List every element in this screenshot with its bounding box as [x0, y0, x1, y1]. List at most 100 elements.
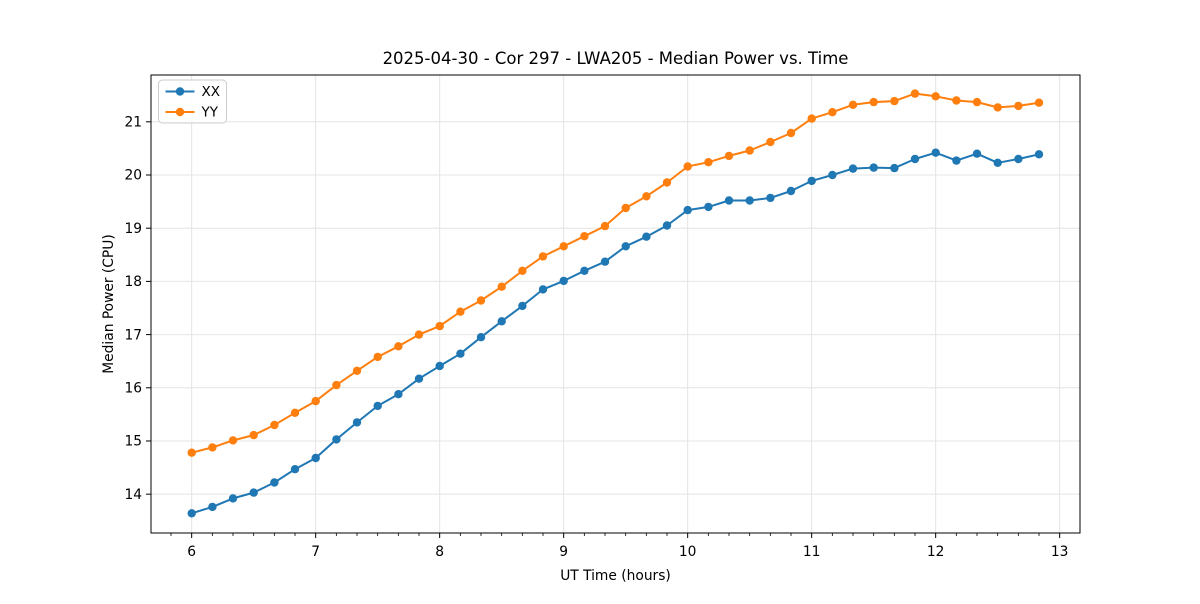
data-point [435, 321, 444, 331]
legend-label: XX [202, 84, 221, 100]
data-point [828, 170, 837, 180]
data-point [497, 317, 506, 326]
y-tick-label: 14 [124, 487, 142, 503]
legend-item-yy: YY [165, 105, 219, 121]
data-point [848, 100, 858, 110]
data-point [600, 221, 610, 231]
data-point [580, 232, 589, 241]
data-point [952, 156, 961, 165]
data-point [270, 420, 279, 430]
grid-layer [151, 75, 1080, 533]
x-tick-label: 6 [187, 544, 196, 560]
data-point [580, 266, 589, 275]
data-point [704, 202, 713, 212]
data-point [559, 276, 568, 286]
y-tick-label: 19 [124, 221, 142, 237]
data-point [518, 301, 527, 311]
y-tick-label: 17 [124, 327, 142, 343]
data-point [476, 296, 486, 305]
data-point [187, 509, 196, 518]
data-point [910, 89, 920, 98]
x-tick-label: 10 [679, 544, 697, 560]
data-point [662, 178, 672, 187]
data-point [332, 380, 341, 390]
series-layer [187, 89, 1044, 518]
data-point [476, 333, 486, 342]
x-tick-label: 11 [803, 544, 821, 560]
data-point [414, 330, 424, 339]
data-point [745, 196, 754, 205]
data-point [1014, 101, 1023, 111]
axes-layer: 6 7 8 9 10 11 12 13 14 15 16 17 18 19 20 21 [124, 74, 1081, 560]
y-tick-label: 15 [124, 434, 142, 450]
data-point [910, 154, 920, 164]
data-point [621, 203, 630, 213]
data-point [311, 396, 320, 406]
legend-marker-sample [175, 107, 185, 117]
data-point [745, 146, 754, 155]
y-axis-label: Median Power (CPU) [101, 234, 117, 374]
data-point [890, 96, 899, 106]
x-tick-label: 8 [435, 544, 444, 560]
data-point [828, 108, 837, 117]
data-point [249, 488, 258, 497]
data-point [249, 430, 258, 440]
data-point [662, 221, 672, 230]
legend: XX YY [158, 79, 227, 124]
data-point [704, 158, 713, 167]
data-point [187, 448, 196, 457]
data-point [538, 285, 548, 294]
data-point [931, 148, 940, 157]
data-point [352, 366, 362, 375]
data-point [270, 478, 279, 487]
data-point [373, 401, 382, 411]
data-point [311, 453, 320, 463]
x-tick-label: 12 [927, 544, 945, 560]
data-point [848, 164, 858, 173]
data-point [931, 92, 940, 101]
data-point [373, 352, 382, 362]
legend-item-xx: XX [165, 84, 221, 100]
data-point [208, 443, 217, 452]
data-point [600, 257, 610, 266]
data-point [890, 163, 899, 173]
data-point [208, 502, 217, 512]
y-tick-label: 16 [124, 380, 142, 396]
data-point [352, 418, 362, 427]
data-point [869, 97, 878, 107]
data-point [456, 307, 465, 316]
data-point [290, 408, 300, 417]
y-tick-label: 18 [124, 274, 142, 290]
x-axis-label: UT Time (hours) [560, 568, 671, 584]
data-point [972, 149, 982, 158]
data-point [290, 465, 300, 474]
x-tick-label: 13 [1051, 544, 1069, 560]
data-point [724, 151, 734, 161]
data-point [414, 374, 424, 383]
data-point [993, 158, 1002, 167]
data-point [786, 186, 796, 196]
chart-title: 2025-04-30 - Cor 297 - LWA205 - Median P… [383, 49, 849, 68]
data-point [621, 242, 630, 251]
data-point [766, 137, 775, 147]
data-point [1034, 98, 1044, 107]
y-tick-label: 21 [124, 115, 142, 131]
data-point [228, 494, 238, 503]
data-point [683, 205, 692, 215]
x-tick-label: 9 [559, 544, 568, 560]
data-point [807, 114, 816, 123]
legend-label: YY [201, 105, 219, 121]
x-tick-label: 7 [311, 544, 320, 560]
data-point [952, 96, 961, 105]
data-point [394, 390, 403, 399]
data-point [972, 97, 982, 107]
data-point [559, 242, 568, 251]
data-point [456, 349, 465, 358]
data-point [518, 266, 527, 275]
data-point [642, 192, 651, 201]
data-point [538, 252, 548, 261]
data-point [724, 196, 734, 205]
legend-marker-sample [175, 87, 185, 96]
